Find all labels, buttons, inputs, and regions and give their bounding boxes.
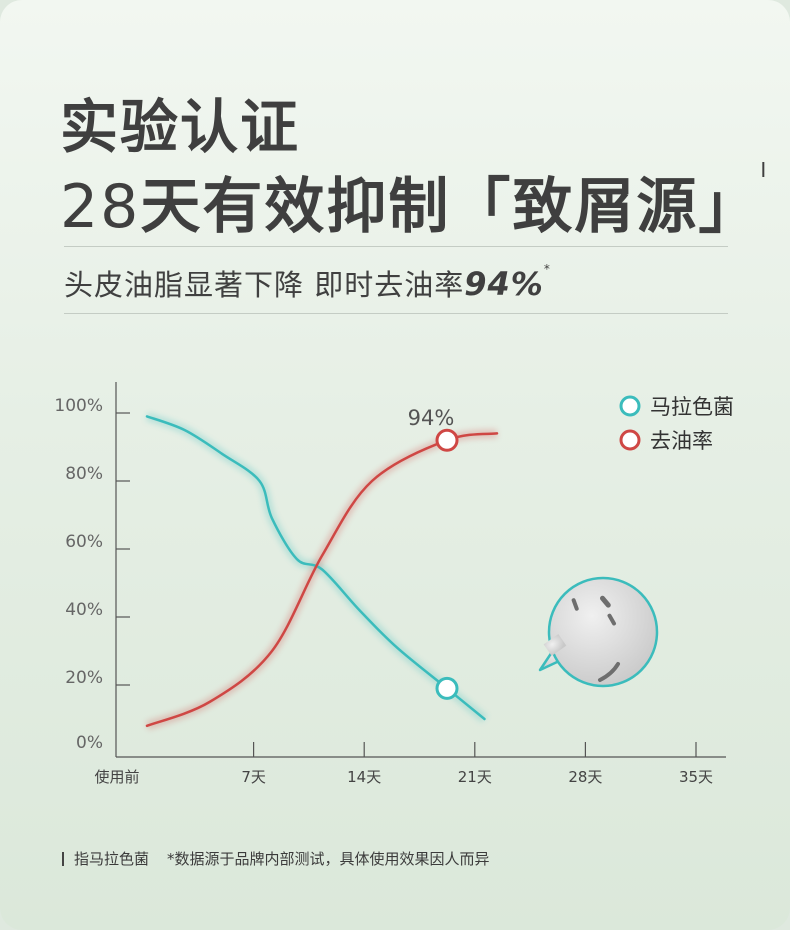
bubble-circle	[547, 576, 659, 688]
x-tick-label: 7天	[241, 768, 266, 786]
chart-axes: 100% 80% 60% 40% 20% 0% 使用前 7天 14天 21天 28天 35天	[54, 382, 726, 786]
x-tick-label: 35天	[679, 768, 713, 786]
legend-label-1: 去油率	[650, 429, 713, 453]
footnote-legend: 指马拉色菌	[74, 850, 150, 868]
subtitle: 头皮油脂显著下降 即时去油率94%*	[64, 262, 551, 304]
series-markers	[435, 428, 459, 700]
title-mark: I	[760, 158, 769, 182]
footnote-disclaimer: *数据源于品牌内部测试，具体使用效果因人而异	[167, 850, 490, 868]
legend-mark-icon	[62, 852, 64, 866]
x-tick-label: 14天	[347, 768, 381, 786]
peak-annotation: 94%	[408, 406, 455, 430]
x-tick-label: 28天	[568, 768, 602, 786]
title-line-2: 28天有效抑制「致屑源」I	[60, 158, 768, 245]
series-line-malassezia	[145, 415, 486, 721]
footnote: 指马拉色菌 *数据源于品牌内部测试，具体使用效果因人而异	[62, 848, 490, 869]
legend-swatch-1	[619, 429, 641, 451]
legend-label-0: 马拉色菌	[650, 395, 734, 419]
subtitle-percent: 94%	[464, 265, 544, 303]
divider-bottom	[64, 313, 728, 314]
divider-top	[64, 246, 728, 247]
y-tick-label: 20%	[65, 668, 103, 688]
data-marker-1	[435, 676, 459, 700]
y-tick-label: 60%	[65, 532, 103, 552]
bacteria-icon	[571, 595, 620, 682]
y-tick-label: 40%	[65, 600, 103, 620]
y-tick-label: 100%	[54, 396, 103, 416]
title-number: 28	[60, 172, 141, 242]
title-line-1: 实验认证	[60, 93, 301, 161]
legend-swatch-0	[619, 395, 641, 417]
data-marker-0	[435, 428, 459, 452]
subtitle-star: *	[543, 262, 551, 276]
x-tick-label: 21天	[458, 768, 492, 786]
y-tick-label: 80%	[65, 464, 103, 484]
y-tick-label: 0%	[76, 733, 103, 753]
title-text: 天有效抑制「致屑源」	[140, 172, 761, 242]
subtitle-text: 头皮油脂显著下降 即时去油率	[64, 268, 465, 302]
x-tick-label: 使用前	[94, 768, 139, 786]
bacteria-bubble	[538, 576, 659, 688]
chart-labels: 94%	[408, 406, 455, 430]
